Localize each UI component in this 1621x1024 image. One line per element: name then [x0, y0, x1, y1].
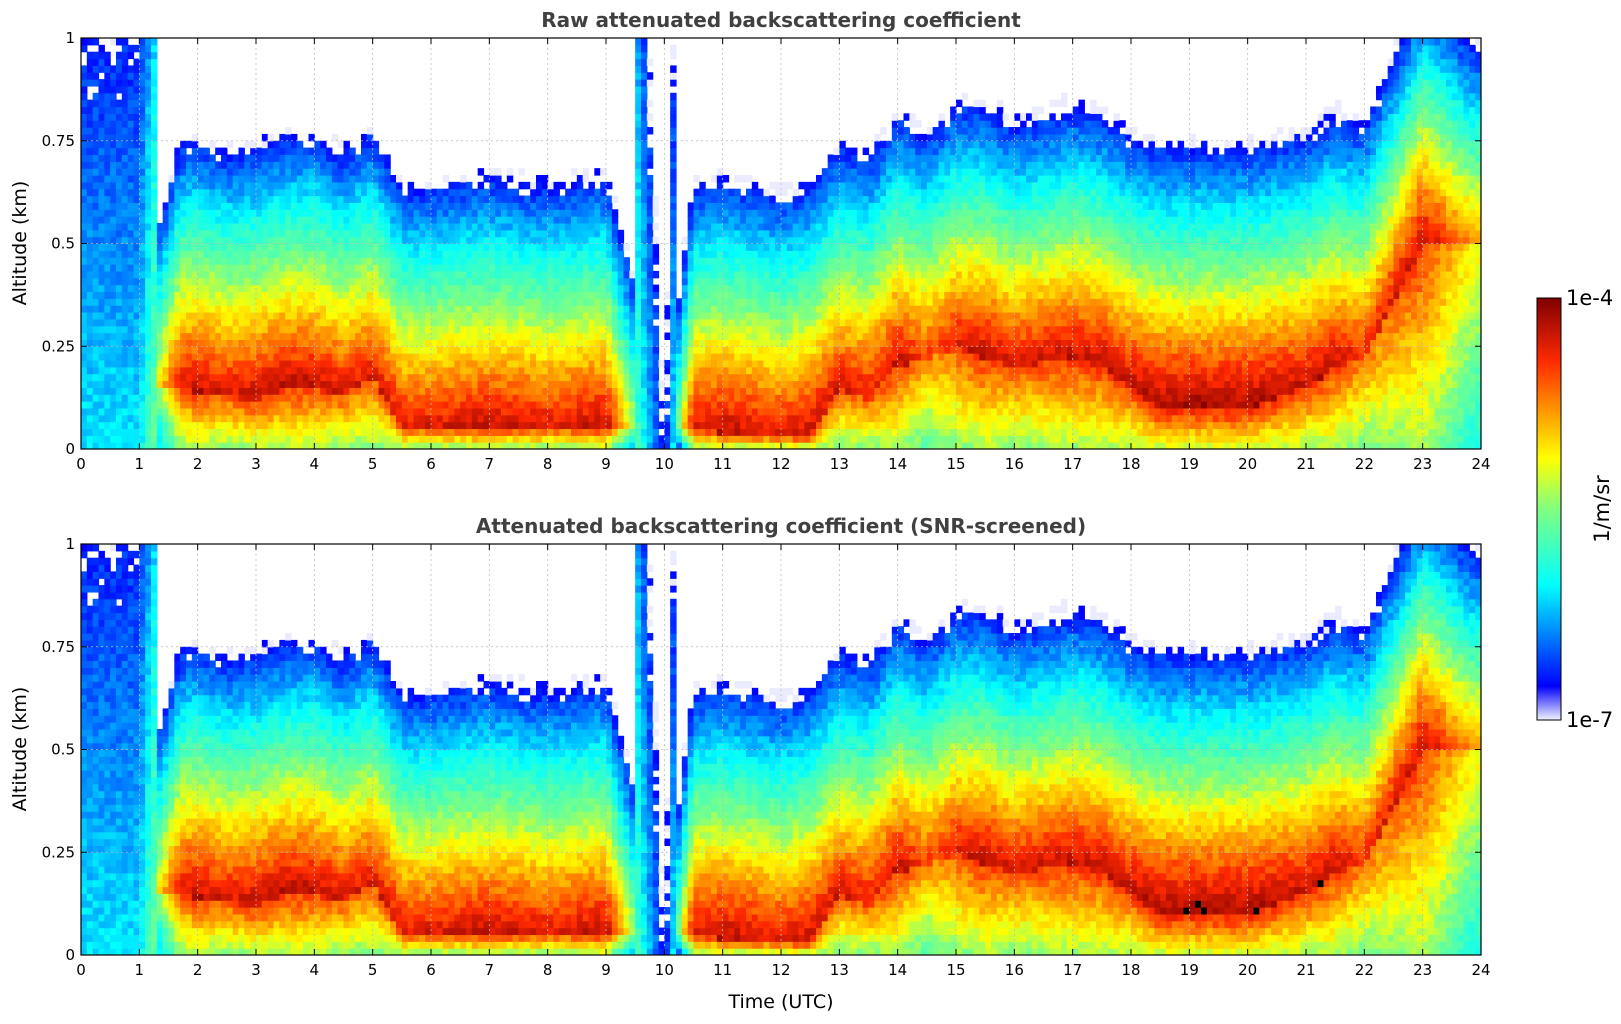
x-tick-label: 11 — [713, 455, 732, 473]
y-axis-label-raw: Altitude (km) — [9, 181, 31, 306]
x-tick-label: 20 — [1238, 961, 1257, 979]
x-tick-label: 21 — [1296, 961, 1315, 979]
panel-screened: Attenuated backscattering coefficient (S… — [9, 514, 1491, 1013]
x-tick-label: 23 — [1413, 961, 1432, 979]
x-tick-label: 17 — [1063, 961, 1082, 979]
y-tick-label: 0.25 — [42, 843, 75, 861]
x-tick-label: 7 — [485, 961, 495, 979]
x-tick-label: 18 — [1121, 961, 1140, 979]
y-tick-label: 0.75 — [42, 638, 75, 656]
x-tick-label: 16 — [1005, 961, 1024, 979]
x-tick-label: 5 — [368, 961, 378, 979]
x-tick-label: 2 — [193, 455, 203, 473]
x-tick-label: 10 — [655, 455, 674, 473]
x-tick-label: 21 — [1296, 455, 1315, 473]
x-tick-label: 0 — [76, 455, 86, 473]
x-tick-label: 4 — [310, 455, 320, 473]
colorbar-min-label: 1e-7 — [1566, 708, 1613, 732]
panel-raw: Raw attenuated backscattering coefficien… — [9, 8, 1491, 473]
x-tick-label: 19 — [1180, 455, 1199, 473]
x-tick-label: 22 — [1355, 455, 1374, 473]
y-tick-label: 0 — [65, 440, 75, 458]
x-tick-label: 1 — [135, 961, 145, 979]
y-tick-label: 0.75 — [42, 132, 75, 150]
x-tick-label: 9 — [601, 455, 611, 473]
x-tick-label: 24 — [1471, 961, 1490, 979]
x-tick-label: 20 — [1238, 455, 1257, 473]
x-tick-label: 6 — [426, 455, 436, 473]
x-tick-label: 15 — [946, 455, 965, 473]
x-tick-label: 6 — [426, 961, 436, 979]
x-tick-label: 18 — [1121, 455, 1140, 473]
x-axis-label: Time (UTC) — [727, 991, 833, 1013]
panel-title-screened: Attenuated backscattering coefficient (S… — [476, 514, 1086, 538]
y-tick-label: 1 — [65, 29, 75, 47]
y-tick-label: 0.5 — [51, 235, 75, 253]
x-tick-label: 23 — [1413, 455, 1432, 473]
x-tick-label: 3 — [251, 455, 261, 473]
x-tick-label: 22 — [1355, 961, 1374, 979]
x-tick-label: 1 — [135, 455, 145, 473]
x-tick-label: 13 — [830, 455, 849, 473]
colorbar-unit-label: 1/m/sr — [1590, 475, 1614, 543]
y-tick-label: 1 — [65, 535, 75, 553]
x-tick-label: 8 — [543, 455, 553, 473]
x-tick-label: 24 — [1471, 455, 1490, 473]
colorbar-max-label: 1e-4 — [1566, 286, 1613, 310]
x-tick-label: 9 — [601, 961, 611, 979]
y-tick-label: 0.25 — [42, 337, 75, 355]
x-tick-label: 4 — [310, 961, 320, 979]
colorbar-gradient — [1537, 298, 1561, 720]
x-tick-label: 5 — [368, 455, 378, 473]
x-tick-label: 2 — [193, 961, 203, 979]
x-tick-label: 15 — [946, 961, 965, 979]
x-tick-label: 8 — [543, 961, 553, 979]
x-tick-label: 10 — [655, 961, 674, 979]
x-tick-label: 0 — [76, 961, 86, 979]
x-tick-label: 11 — [713, 961, 732, 979]
x-tick-label: 19 — [1180, 961, 1199, 979]
y-tick-label: 0.5 — [51, 741, 75, 759]
y-axis-label-screened: Altitude (km) — [9, 687, 31, 812]
x-tick-label: 17 — [1063, 455, 1082, 473]
panel-title-raw: Raw attenuated backscattering coefficien… — [541, 8, 1021, 32]
colorbar: 1e-4 1e-7 1/m/sr — [1537, 286, 1614, 732]
x-tick-label: 14 — [888, 961, 907, 979]
x-tick-label: 12 — [771, 961, 790, 979]
x-tick-label: 7 — [485, 455, 495, 473]
x-tick-label: 3 — [251, 961, 261, 979]
x-tick-label: 14 — [888, 455, 907, 473]
x-tick-label: 13 — [830, 961, 849, 979]
y-tick-label: 0 — [65, 946, 75, 964]
x-tick-label: 16 — [1005, 455, 1024, 473]
x-tick-label: 12 — [771, 455, 790, 473]
